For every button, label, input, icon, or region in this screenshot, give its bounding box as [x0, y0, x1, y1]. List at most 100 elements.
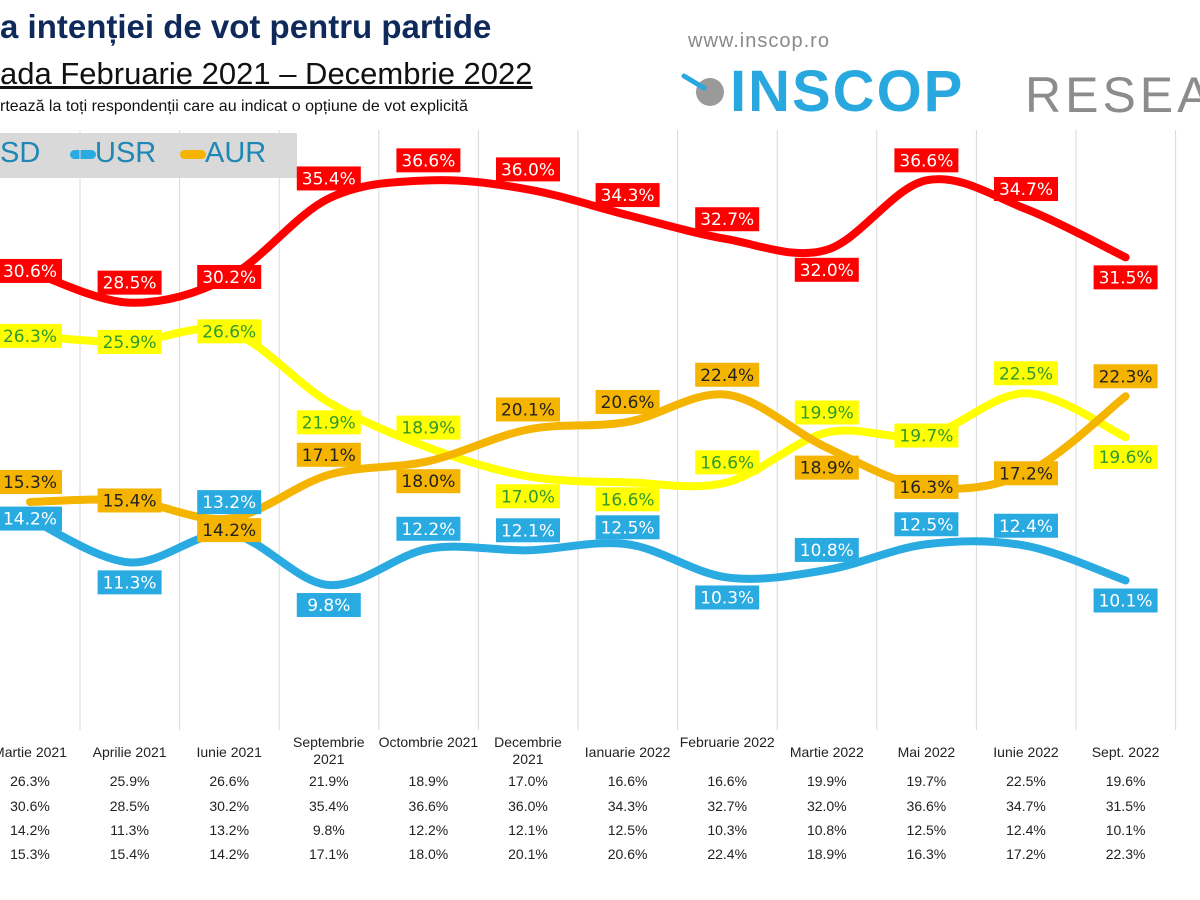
logo-url: www.inscop.ro [688, 30, 830, 52]
table-cell: 22.4% [707, 846, 748, 862]
table-cell: 14.2% [209, 846, 250, 862]
x-tick-label: Octombrie 2021 [378, 734, 479, 750]
table-cell: 22.5% [1006, 773, 1046, 789]
svg-text:10.3%: 10.3% [700, 588, 754, 608]
svg-text:32.0%: 32.0% [800, 261, 854, 281]
data-label-pnl: 18.9% [396, 415, 461, 440]
table-cell: 22.3% [1105, 846, 1146, 862]
data-label-psd: 36.6% [894, 148, 959, 173]
table-cell: 18.9% [806, 846, 847, 862]
svg-text:14.2%: 14.2% [3, 510, 57, 530]
data-label-psd: 34.3% [595, 183, 660, 208]
legend-swatch-usr [70, 150, 96, 159]
svg-text:18.9%: 18.9% [800, 459, 854, 479]
svg-text:31.5%: 31.5% [1099, 268, 1153, 288]
table-cell: 12.5% [906, 822, 947, 838]
data-label-usr: 12.2% [396, 516, 461, 541]
table-cell: 11.3% [110, 822, 149, 838]
svg-text:19.9%: 19.9% [800, 404, 854, 424]
table-cell: 30.6% [10, 798, 50, 814]
svg-text:20.1%: 20.1% [501, 400, 555, 420]
data-label-usr: 12.4% [994, 513, 1058, 538]
svg-text:10.1%: 10.1% [1099, 591, 1153, 611]
data-label-psd: 35.4% [296, 166, 361, 191]
data-label-pnl: 21.9% [296, 410, 361, 435]
data-label-aur: 22.3% [1093, 364, 1158, 389]
legend-swatch-aur [180, 150, 206, 159]
x-tick-label: Martie 2021 [0, 744, 67, 760]
data-label-pnl: 19.6% [1093, 445, 1158, 470]
svg-text:16.6%: 16.6% [700, 453, 754, 473]
svg-text:28.5%: 28.5% [103, 274, 157, 294]
data-label-aur: 17.1% [296, 442, 361, 467]
svg-text:12.2%: 12.2% [401, 520, 455, 540]
data-label-pnl: 16.6% [695, 450, 760, 475]
svg-text:14.2%: 14.2% [202, 521, 256, 541]
svg-text:12.5%: 12.5% [899, 515, 953, 535]
data-label-pnl: 19.9% [794, 400, 859, 425]
data-label-psd: 31.5% [1093, 265, 1158, 290]
table-cell: 19.6% [1105, 773, 1146, 789]
table-cell: 18.0% [408, 846, 449, 862]
x-tick-label: Decembrie 2021 [494, 734, 562, 767]
table-cell: 36.6% [408, 798, 449, 814]
table-cell: 36.6% [906, 798, 947, 814]
svg-text:34.3%: 34.3% [601, 186, 655, 206]
data-label-pnl: 19.7% [894, 423, 959, 448]
table-cell: 19.7% [906, 773, 947, 789]
data-label-usr: 13.2% [197, 490, 262, 515]
table-cell: 10.1% [1105, 822, 1146, 838]
svg-text:17.2%: 17.2% [999, 464, 1053, 484]
data-label-aur: 18.0% [396, 469, 461, 494]
svg-text:15.4%: 15.4% [103, 491, 157, 511]
x-tick-label: Iunie 2021 [196, 744, 262, 760]
table-cell: 16.3% [906, 846, 947, 862]
data-label-psd: 36.6% [396, 148, 461, 173]
data-label-usr: 11.3% [97, 570, 162, 595]
table-cell: 35.4% [308, 798, 349, 814]
data-label-usr: 12.1% [496, 518, 560, 543]
data-label-psd: 30.2% [197, 264, 262, 289]
data-label-psd: 32.7% [695, 207, 760, 232]
data-label-pnl: 26.3% [0, 323, 62, 348]
data-label-psd: 32.0% [794, 257, 859, 282]
data-label-usr: 12.5% [894, 512, 959, 537]
table-cell: 12.1% [508, 822, 548, 838]
svg-text:12.5%: 12.5% [601, 518, 655, 538]
table-cell: 9.8% [312, 822, 345, 838]
data-label-usr: 10.1% [1093, 588, 1158, 613]
svg-text:16.3%: 16.3% [899, 478, 953, 498]
svg-text:20.6%: 20.6% [601, 393, 655, 413]
table-cell: 21.9% [308, 773, 349, 789]
logo-circle-icon [681, 73, 724, 106]
data-label-aur: 16.3% [894, 474, 959, 499]
data-label-aur: 15.3% [0, 469, 62, 494]
data-label-usr: 14.2% [0, 506, 62, 531]
table-cell: 13.2% [209, 822, 250, 838]
svg-text:22.3%: 22.3% [1099, 367, 1153, 387]
svg-text:30.6%: 30.6% [3, 262, 57, 282]
table-cell: 26.6% [209, 773, 250, 789]
data-label-aur: 18.9% [794, 455, 859, 480]
data-label-aur: 15.4% [97, 488, 162, 513]
chart-note: rtează la toți respondenții care au indi… [0, 98, 468, 115]
table-cell: 34.3% [607, 798, 648, 814]
svg-text:9.8%: 9.8% [307, 596, 350, 616]
x-tick-label: Ianuarie 2022 [584, 744, 671, 760]
svg-text:26.6%: 26.6% [202, 322, 256, 342]
svg-text:16.6%: 16.6% [601, 490, 655, 510]
table-cell: 15.4% [109, 846, 150, 862]
table-cell: 17.1% [308, 846, 349, 862]
table-cell: 32.0% [806, 798, 847, 814]
svg-text:35.4%: 35.4% [302, 169, 356, 189]
x-tick-label: Mai 2022 [897, 744, 956, 760]
svg-text:19.7%: 19.7% [899, 427, 953, 447]
data-label-aur: 14.2% [197, 518, 262, 543]
logo-brand-main: INSCOP [730, 59, 965, 124]
table-cell: 31.5% [1105, 798, 1146, 814]
table-cell: 12.4% [1006, 822, 1046, 838]
svg-text:17.0%: 17.0% [501, 487, 555, 507]
x-tick-label: Iunie 2022 [993, 744, 1059, 760]
table-cell: 12.2% [408, 822, 449, 838]
chart-title: a intenției de vot pentru partide [0, 8, 492, 45]
